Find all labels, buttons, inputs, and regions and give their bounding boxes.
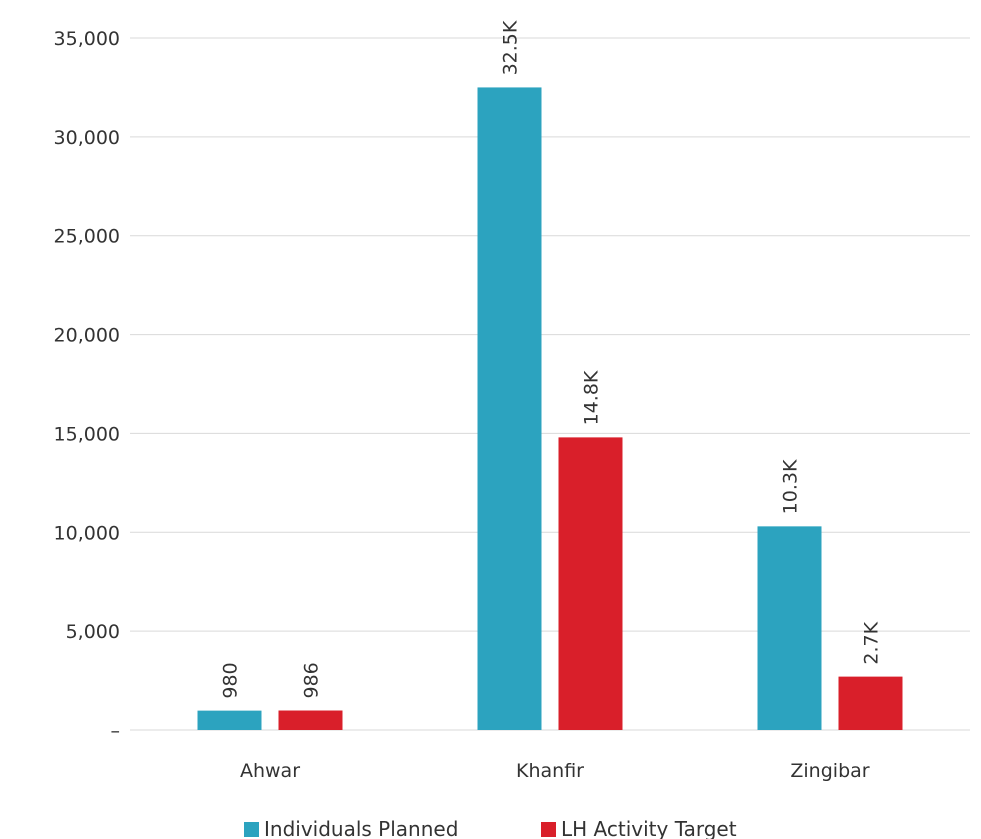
- legend[interactable]: Individuals Planned LH Activity Target: [244, 817, 737, 839]
- y-tick-label: 15,000: [54, 423, 120, 445]
- x-category-label: Zingibar: [790, 760, 869, 782]
- y-axis-tick-labels: – 5,000 10,000 15,000 20,000 25,000 30,000 35,0…: [54, 28, 120, 742]
- legend-swatch: [541, 822, 556, 837]
- bar-individuals-planned-ahwar[interactable]: [197, 710, 262, 730]
- x-category-label: Ahwar: [240, 760, 300, 782]
- y-tick-label: 5,000: [66, 621, 120, 643]
- gridlines: [130, 37, 970, 731]
- bar-lh-activity-target-ahwar[interactable]: [278, 710, 343, 730]
- data-label: 986: [301, 662, 323, 698]
- bar-individuals-planned-khanfir[interactable]: [477, 87, 542, 730]
- x-axis-category-labels: Ahwar Khanfir Zingibar: [240, 760, 870, 782]
- data-label: 32.5K: [500, 20, 522, 75]
- data-label: 14.8K: [581, 370, 603, 425]
- y-tick-label: 30,000: [54, 127, 120, 149]
- data-label: 980: [220, 662, 242, 698]
- legend-item-label[interactable]: LH Activity Target: [561, 817, 737, 839]
- bar-individuals-planned-zingibar[interactable]: [757, 526, 822, 730]
- y-tick-label: 10,000: [54, 522, 120, 544]
- bars: [197, 87, 903, 730]
- y-tick-label: 25,000: [54, 226, 120, 248]
- y-tick-label: 35,000: [54, 28, 120, 50]
- legend-item-label[interactable]: Individuals Planned: [264, 817, 458, 839]
- bar-lh-activity-target-khanfir[interactable]: [558, 437, 623, 730]
- bar-lh-activity-target-zingibar[interactable]: [838, 676, 903, 730]
- data-labels: 980 986 32.5K 14.8K 10.3K 2.7K: [220, 20, 883, 699]
- x-category-label: Khanfir: [516, 760, 584, 782]
- y-tick-label: –: [111, 720, 121, 742]
- data-label: 2.7K: [861, 621, 883, 664]
- data-label: 10.3K: [780, 459, 802, 514]
- legend-swatch: [244, 822, 259, 837]
- y-tick-label: 20,000: [54, 325, 120, 347]
